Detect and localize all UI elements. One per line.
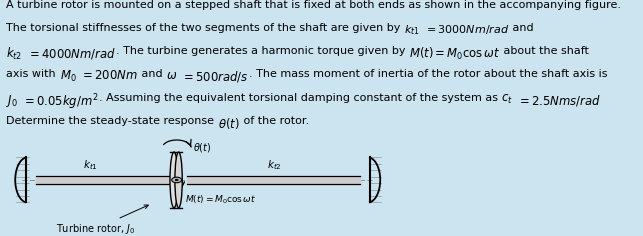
Text: $M(t) = M_0\cos\omega t$: $M(t) = M_0\cos\omega t$ [409,46,500,62]
Text: $= 200Nm$: $= 200Nm$ [77,69,138,82]
Ellipse shape [170,152,178,208]
Text: $= 3000Nm/rad$: $= 3000Nm/rad$ [420,23,509,36]
Text: $k_{t1}$: $k_{t1}$ [83,158,98,172]
Text: $\theta(t)$: $\theta(t)$ [193,141,212,154]
Text: Turbine rotor, $J_0$: Turbine rotor, $J_0$ [56,205,149,236]
Text: $M(t) = M_0\cos\omega t$: $M(t) = M_0\cos\omega t$ [185,194,256,206]
Circle shape [172,177,182,183]
Text: $= 2.5Nms/rad$: $= 2.5Nms/rad$ [513,93,601,108]
Text: $\theta(t)$: $\theta(t)$ [218,116,240,131]
Text: $= 500rad/s$: $= 500rad/s$ [177,69,249,84]
Text: about the shaft: about the shaft [500,46,589,56]
Text: $\omega$: $\omega$ [166,69,177,82]
Text: . Assuming the equivalent torsional damping constant of the system as: . Assuming the equivalent torsional damp… [99,93,502,102]
Ellipse shape [175,152,182,208]
Text: $c_t$: $c_t$ [502,93,513,106]
Text: A turbine rotor is mounted on a stepped shaft that is fixed at both ends as show: A turbine rotor is mounted on a stepped … [6,0,621,10]
Text: $k_{t1}$: $k_{t1}$ [404,23,420,37]
Text: . The turbine generates a harmonic torque given by: . The turbine generates a harmonic torqu… [116,46,409,56]
Text: $M_0$: $M_0$ [60,69,77,84]
Text: $k_{t2}$: $k_{t2}$ [6,46,23,62]
Text: and: and [138,69,166,79]
Text: $k_{t2}$: $k_{t2}$ [267,158,282,172]
Text: axis with: axis with [6,69,60,79]
Text: . The mass moment of inertia of the rotor about the shaft axis is: . The mass moment of inertia of the roto… [249,69,607,79]
Text: $J_0$: $J_0$ [6,93,19,109]
Text: of the rotor.: of the rotor. [240,116,309,126]
Text: and: and [509,23,534,33]
Text: $= 4000Nm/rad$: $= 4000Nm/rad$ [23,46,116,61]
Text: $= 0.05kg/m^2$: $= 0.05kg/m^2$ [19,93,99,112]
Circle shape [175,179,178,181]
Text: The torsional stiffnesses of the two segments of the shaft are given by: The torsional stiffnesses of the two seg… [6,23,404,33]
Text: Determine the steady-state response: Determine the steady-state response [6,116,218,126]
